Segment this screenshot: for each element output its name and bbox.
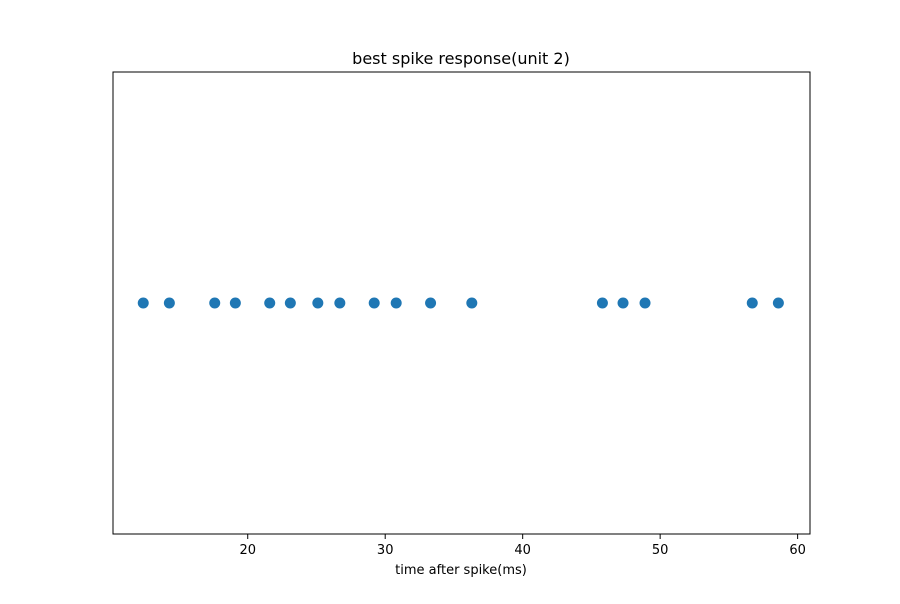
x-tick-label: 20 (239, 543, 256, 558)
data-point (368, 297, 380, 309)
x-axis-ticks: 20 30 40 50 60 (239, 534, 806, 558)
data-point (425, 297, 437, 309)
data-points (137, 297, 784, 309)
x-tick-label: 30 (377, 543, 394, 558)
data-point (312, 297, 324, 309)
chart-title: best spike response(unit 2) (352, 49, 570, 68)
data-point (772, 297, 784, 309)
data-point (137, 297, 149, 309)
data-point (209, 297, 221, 309)
data-point (466, 297, 478, 309)
data-point (229, 297, 241, 309)
data-point (639, 297, 651, 309)
data-point (284, 297, 296, 309)
data-point (617, 297, 629, 309)
x-tick-label: 60 (789, 543, 806, 558)
data-point (746, 297, 758, 309)
x-tick-label: 50 (652, 543, 669, 558)
data-point (390, 297, 402, 309)
data-point (264, 297, 276, 309)
data-point (334, 297, 346, 309)
plot-area-frame (112, 71, 811, 535)
data-point (596, 297, 608, 309)
x-tick-label: 40 (514, 543, 531, 558)
x-axis-label: time after spike(ms) (395, 563, 527, 578)
data-point (163, 297, 175, 309)
